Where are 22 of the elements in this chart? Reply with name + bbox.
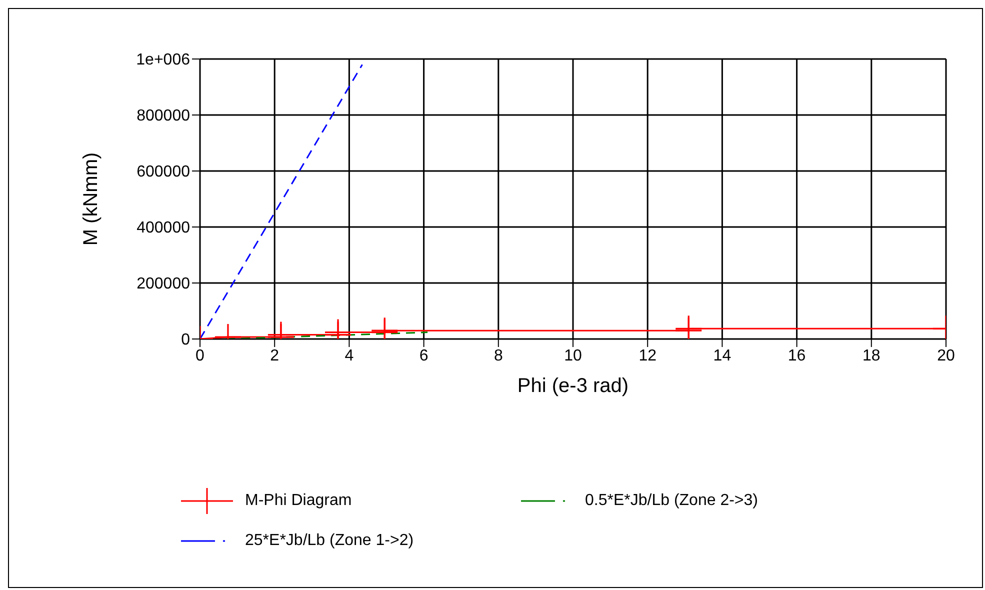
x-tick-label: 0 bbox=[196, 347, 205, 364]
y-tick-label: 800000 bbox=[136, 108, 190, 125]
x-tick-label: 12 bbox=[638, 347, 657, 364]
y-tick-label: 1e+006 bbox=[136, 52, 190, 69]
x-tick-label: 18 bbox=[862, 347, 880, 364]
x-tick-label: 8 bbox=[494, 347, 503, 364]
y-tick-label: 200000 bbox=[136, 276, 190, 293]
y-tick-label: 0 bbox=[181, 332, 190, 349]
x-tick-label: 14 bbox=[713, 347, 732, 364]
y-axis-title: M (kNmm) bbox=[80, 152, 102, 246]
legend-label: 0.5*E*Jb/Lb (Zone 2->3) bbox=[585, 492, 758, 510]
legend-label: 25*E*Jb/Lb (Zone 1->2) bbox=[245, 532, 414, 550]
x-tick-label: 2 bbox=[270, 347, 280, 364]
x-tick-label: 10 bbox=[564, 347, 582, 364]
x-tick-label: 16 bbox=[788, 347, 806, 364]
x-tick-label: 4 bbox=[344, 347, 354, 364]
x-tick-label: 6 bbox=[419, 347, 428, 364]
y-tick-label: 600000 bbox=[136, 164, 190, 181]
x-axis-title: Phi (e-3 rad) bbox=[517, 375, 629, 397]
y-tick-label: 400000 bbox=[136, 220, 190, 237]
legend-label: M-Phi Diagram bbox=[245, 492, 352, 510]
x-tick-label: 20 bbox=[937, 347, 955, 364]
